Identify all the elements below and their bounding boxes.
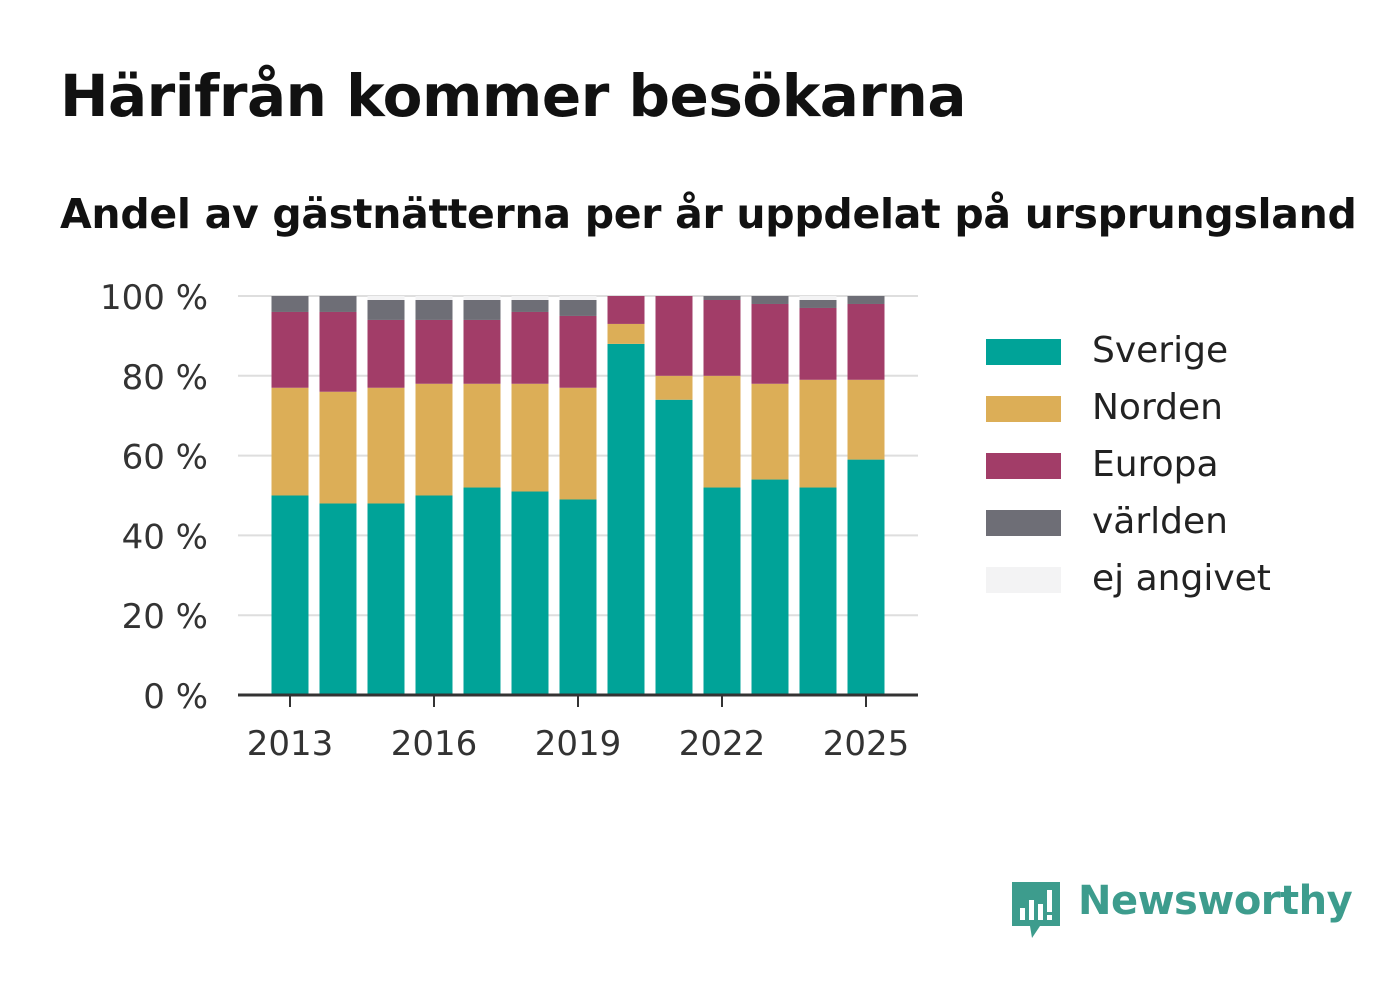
bar-segment [319, 503, 357, 695]
bar-segment [271, 387, 309, 496]
bar-segment [511, 299, 549, 312]
legend-item: ej angivet [986, 558, 1306, 599]
bar-segment [847, 379, 885, 460]
bar-segment [367, 503, 405, 695]
bar-segment [655, 399, 693, 695]
bar-segment [319, 296, 357, 312]
bar-segment [415, 319, 453, 384]
bar-segment [799, 296, 837, 300]
x-tick-label: 2025 [823, 724, 910, 764]
legend-item: Norden [986, 387, 1306, 428]
bar-segment [415, 495, 453, 695]
legend-label: ej angivet [1092, 558, 1271, 599]
bar-segment [415, 383, 453, 496]
y-tick-label: 0 % [143, 677, 208, 717]
bar-segment [367, 387, 405, 504]
bar-segment [751, 383, 789, 480]
bar-segment [415, 299, 453, 320]
bar-segment [799, 299, 837, 308]
bar-segment [655, 375, 693, 400]
brand-logo: Newsworthy [1010, 878, 1353, 940]
bar-segment [511, 491, 549, 695]
x-tick-label: 2019 [535, 724, 622, 764]
bar-segment [847, 303, 885, 380]
bar-segment [367, 299, 405, 320]
bar-segment [847, 459, 885, 695]
legend-label: världen [1092, 501, 1228, 542]
y-tick-label: 100 % [100, 278, 208, 318]
legend-label: Europa [1092, 444, 1219, 485]
legend-item: världen [986, 501, 1306, 542]
bar-segment [511, 311, 549, 384]
bar-segment [319, 311, 357, 392]
bar-segment [559, 387, 597, 500]
y-tick-label: 40 % [122, 517, 208, 557]
chart-title: Härifrån kommer besökarna [60, 62, 966, 130]
bar-segment [703, 487, 741, 695]
bar-segment [511, 296, 549, 300]
bar-segment [751, 479, 789, 695]
bar-segment [847, 296, 885, 304]
bar-segment [703, 375, 741, 488]
bar-segment [703, 299, 741, 376]
bar-segment [703, 296, 741, 300]
bar-segment [799, 307, 837, 380]
bar-segment [463, 383, 501, 488]
bar-segment [463, 299, 501, 320]
legend-label: Sverige [1092, 330, 1229, 371]
legend-swatch [986, 396, 1061, 422]
legend-label: Norden [1092, 387, 1223, 428]
legend-swatch [986, 339, 1061, 365]
bar-segment [799, 379, 837, 488]
bar-segment [559, 499, 597, 695]
bar-segment [463, 487, 501, 695]
x-tick-label: 2013 [247, 724, 334, 764]
bar-segment [607, 323, 645, 344]
bar-segment [319, 391, 357, 504]
bar-segment [559, 299, 597, 316]
x-tick-label: 2016 [391, 724, 478, 764]
bar-segment [751, 296, 789, 304]
bar-segment [559, 315, 597, 388]
stacked-bar-chart: 0 % 20 % 40 % 60 % 80 % 100 % 2013 2016 2019 2022… [100, 278, 918, 764]
bar-segment [271, 311, 309, 388]
chart-subtitle: Andel av gästnätterna per år uppdelat på… [60, 190, 1357, 238]
legend-swatch [986, 510, 1061, 536]
bar-segment [751, 303, 789, 384]
y-tick-label: 60 % [122, 438, 208, 478]
legend-swatch [986, 453, 1061, 479]
bar-segment [463, 296, 501, 300]
newsworthy-logo-icon [1012, 882, 1060, 938]
legend-swatch [986, 567, 1061, 593]
y-tick-label: 80 % [122, 358, 208, 398]
bar-segment [655, 296, 693, 376]
legend-item: Sverige [986, 330, 1306, 371]
x-tick-label: 2022 [679, 724, 766, 764]
bar-segment [511, 383, 549, 492]
legend-item: Europa [986, 444, 1306, 485]
bar-segment [271, 296, 309, 312]
bar-segment [271, 495, 309, 695]
bar-segment [559, 296, 597, 300]
y-tick-label: 20 % [122, 597, 208, 637]
bar-segment [367, 296, 405, 300]
brand-name: Newsworthy [1078, 878, 1353, 924]
bar-segment [463, 319, 501, 384]
bar-segment [367, 319, 405, 388]
bar-segment [607, 296, 645, 324]
bar-segment [415, 296, 453, 300]
bar-segment [799, 487, 837, 695]
bar-segment [607, 343, 645, 695]
